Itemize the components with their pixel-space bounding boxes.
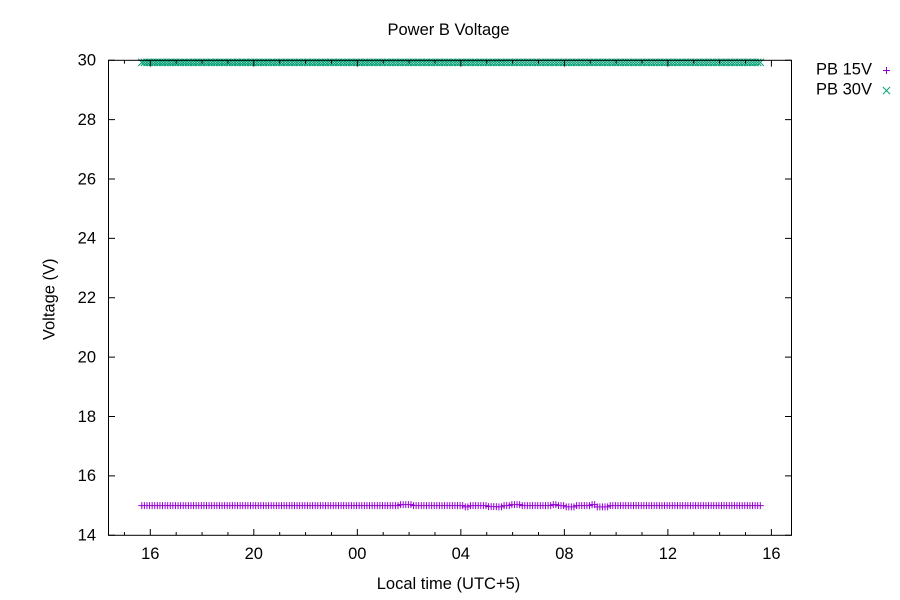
svg-text:30: 30 xyxy=(78,52,96,70)
svg-text:04: 04 xyxy=(452,545,470,563)
svg-text:Voltage (V): Voltage (V) xyxy=(41,258,59,340)
svg-text:16: 16 xyxy=(762,545,780,563)
svg-text:24: 24 xyxy=(78,230,96,248)
svg-text:18: 18 xyxy=(78,408,96,426)
svg-text:22: 22 xyxy=(78,289,96,307)
svg-text:Power B Voltage: Power B Voltage xyxy=(388,21,510,39)
svg-text:28: 28 xyxy=(78,111,96,129)
svg-text:14: 14 xyxy=(78,527,96,545)
svg-text:16: 16 xyxy=(78,467,96,485)
svg-text:PB 15V: PB 15V xyxy=(816,61,872,79)
svg-text:Local time (UTC+5): Local time (UTC+5) xyxy=(377,575,521,593)
svg-text:12: 12 xyxy=(659,545,677,563)
svg-text:08: 08 xyxy=(555,545,573,563)
svg-text:00: 00 xyxy=(348,545,366,563)
svg-text:16: 16 xyxy=(141,545,159,563)
svg-text:PB 30V: PB 30V xyxy=(816,81,872,99)
svg-text:20: 20 xyxy=(78,349,96,367)
svg-text:26: 26 xyxy=(78,170,96,188)
svg-text:20: 20 xyxy=(245,545,263,563)
